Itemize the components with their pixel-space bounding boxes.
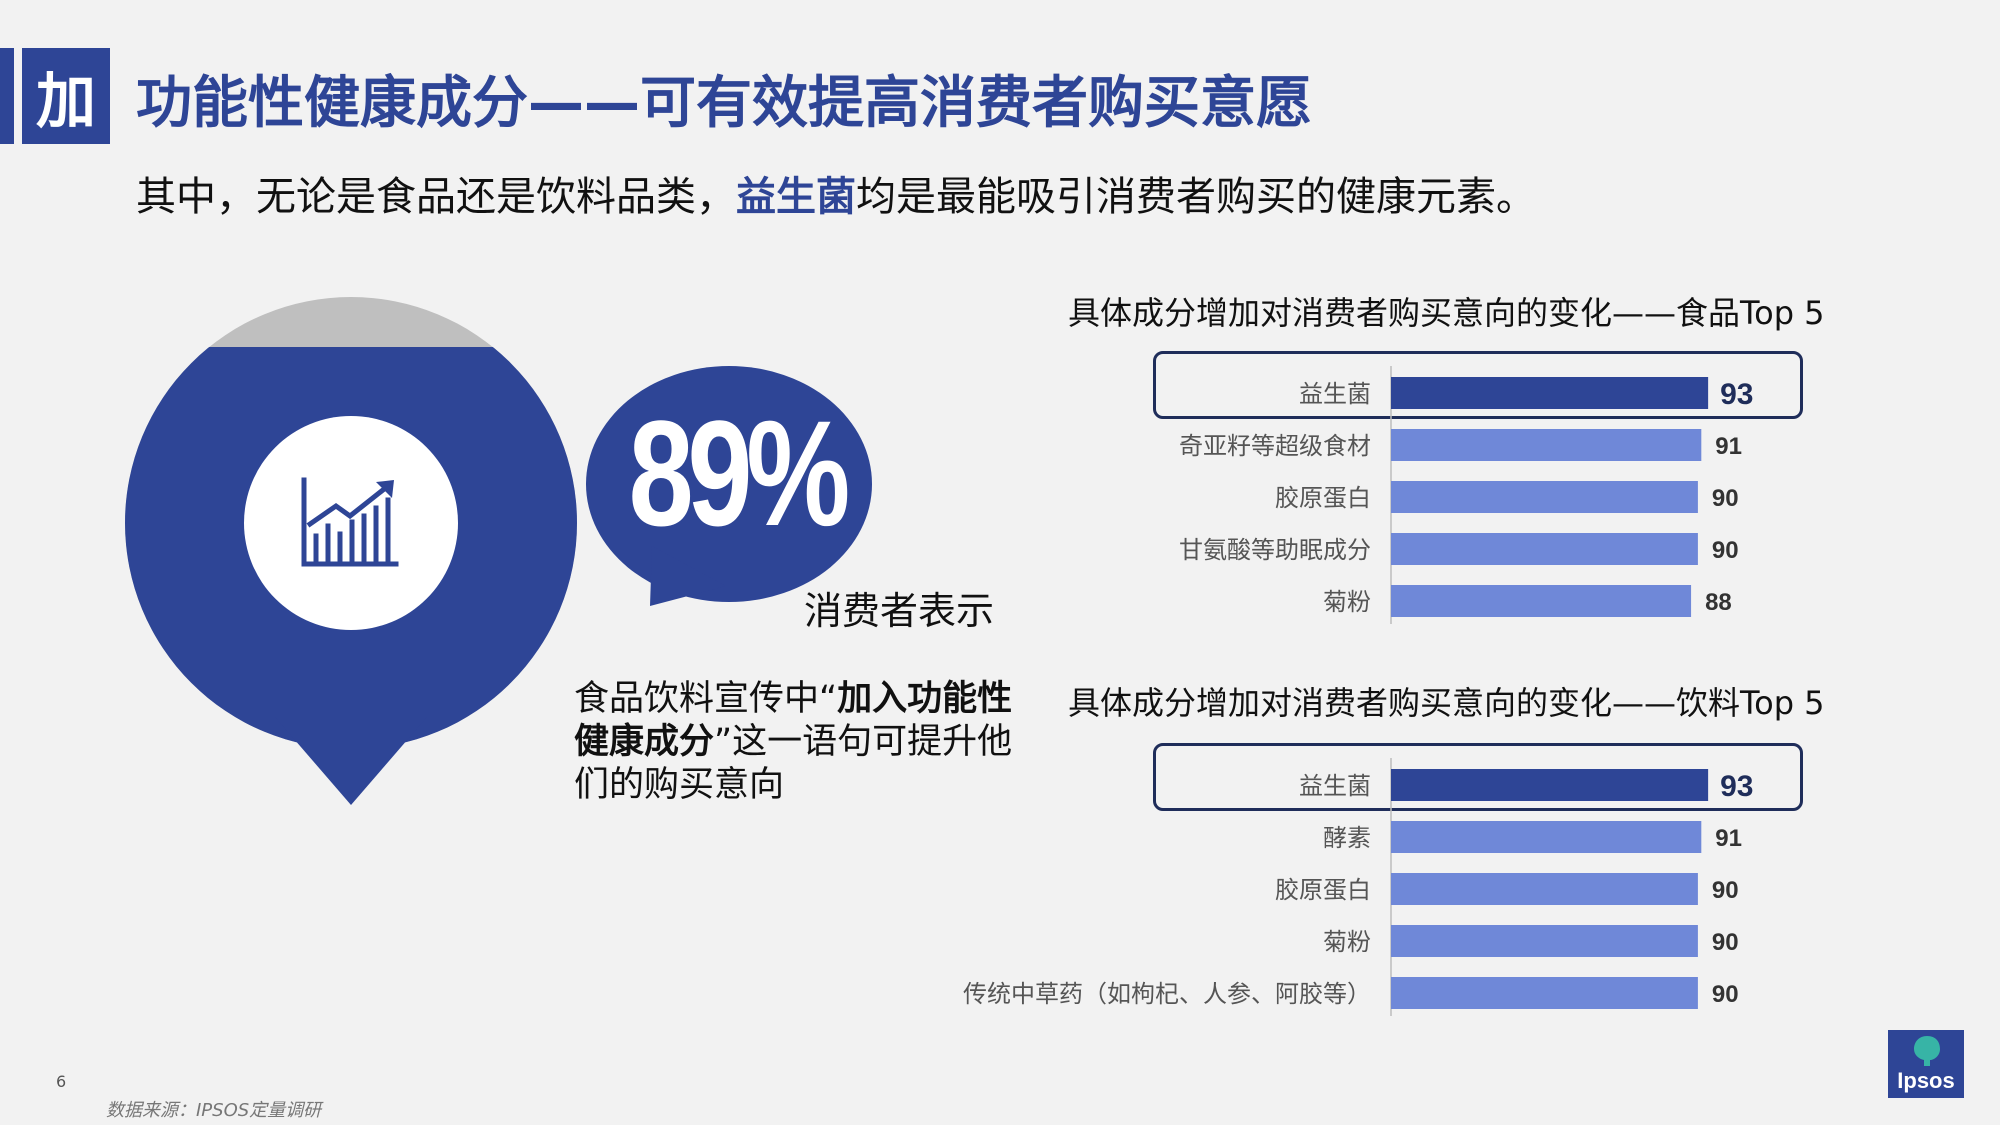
callout-description: 食品饮料宣传中“加入功能性健康成分”这一语句可提升他们的购买意向: [574, 678, 1014, 807]
value-label-0-2: 90: [1712, 485, 1739, 512]
desc-bold: 加入功能性健康成分: [574, 679, 1013, 762]
desc-before: 食品饮料宣传中“: [574, 679, 838, 719]
value-label-0-1: 91: [1715, 433, 1742, 460]
food-highlight-box: [1153, 351, 1803, 419]
bar-1-3: [1391, 925, 1698, 957]
value-label-1-4: 90: [1712, 981, 1739, 1008]
category-label-1-4: 传统中草药（如枸杞、人参、阿胶等）: [963, 980, 1371, 1008]
value-label-1-3: 90: [1712, 929, 1739, 956]
subtitle-before: 其中，无论是食品还是饮料品类，: [136, 174, 736, 220]
logo-text: Ipsos: [1897, 1068, 1955, 1093]
bar-1-0: [1391, 769, 1709, 801]
bar-0-3: [1391, 533, 1698, 565]
category-label-1-0: 益生菌: [1299, 772, 1371, 800]
category-label-1-1: 酵素: [1323, 824, 1371, 852]
logo-mark-icon: [1914, 1036, 1940, 1066]
bar-1-4: [1391, 977, 1698, 1009]
beverage-bar-chart: 益生菌 93 酵素 91 胶原蛋白 90 菊粉 90 传统中草药（如枸杞、人参、阿胶等） 90: [963, 758, 1754, 1016]
bar-1-1: [1391, 821, 1702, 853]
value-label-1-1: 91: [1715, 825, 1742, 852]
page-subtitle: 其中，无论是食品还是饮料品类，益生菌均是最能吸引消费者购买的健康元素。: [136, 164, 1536, 222]
bar-0-0: [1391, 377, 1709, 409]
value-label-1-2: 90: [1712, 877, 1739, 904]
category-label-0-2: 胶原蛋白: [1275, 484, 1371, 512]
category-label-0-4: 菊粉: [1323, 588, 1371, 616]
section-tag: 加: [22, 48, 110, 144]
speech-bubble: [586, 366, 872, 606]
data-source: 数据来源：IPSOS定量调研: [106, 1100, 322, 1121]
bar-0-1: [1391, 429, 1702, 461]
category-label-0-1: 奇亚籽等超级食材: [1179, 432, 1371, 460]
category-label-0-3: 甘氨酸等助眠成分: [1179, 536, 1371, 564]
bar-0-2: [1391, 481, 1698, 513]
category-label-0-0: 益生菌: [1299, 380, 1371, 408]
bar-1-2: [1391, 873, 1698, 905]
value-label-1-0: 93: [1720, 770, 1753, 803]
page-title: 功能性健康成分——可有效提高消费者购买意愿: [136, 71, 1312, 136]
consumer-say-label: 消费者表示: [804, 589, 995, 633]
value-label-0-4: 88: [1705, 589, 1732, 616]
page-number: 6: [56, 1072, 67, 1091]
value-label-0-3: 90: [1712, 537, 1739, 564]
subtitle-after: 均是最能吸引消费者购买的健康元素。: [856, 174, 1536, 220]
bar-0-4: [1391, 585, 1692, 617]
chart-growth-icon: [301, 477, 399, 567]
food-bar-chart: 益生菌 93 奇亚籽等超级食材 91 胶原蛋白 90 甘氨酸等助眠成分 90 菊粉 88: [1179, 366, 1754, 624]
beverage-chart-title: 具体成分增加对消费者购买意向的变化——饮料Top 5: [1068, 684, 1825, 722]
big-percentage: 89%: [628, 389, 851, 557]
food-chart-title: 具体成分增加对消费者购买意向的变化——食品Top 5: [1068, 294, 1825, 332]
desc-after: ”这一语句可提升他们的购买意向: [574, 722, 1013, 805]
category-label-1-2: 胶原蛋白: [1275, 876, 1371, 904]
subtitle-highlight: 益生菌: [736, 174, 856, 220]
value-label-0-0: 93: [1720, 378, 1753, 411]
category-label-1-3: 菊粉: [1323, 928, 1371, 956]
accent-bar: [0, 48, 14, 144]
beverage-highlight-box: [1153, 743, 1803, 811]
